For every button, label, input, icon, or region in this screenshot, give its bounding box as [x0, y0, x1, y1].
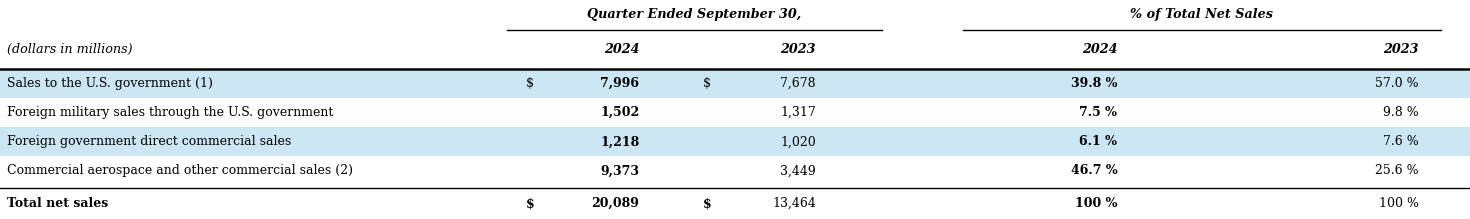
Text: $: $: [526, 77, 534, 90]
Text: 1,502: 1,502: [600, 106, 639, 119]
Text: 9.8 %: 9.8 %: [1383, 106, 1419, 119]
Text: 57.0 %: 57.0 %: [1374, 77, 1419, 90]
Text: 1,218: 1,218: [600, 135, 639, 148]
Text: 1,317: 1,317: [781, 106, 816, 119]
Text: 46.7 %: 46.7 %: [1070, 164, 1117, 177]
Text: 7.6 %: 7.6 %: [1383, 135, 1419, 148]
Text: 100 %: 100 %: [1075, 197, 1117, 210]
Text: 13,464: 13,464: [772, 197, 816, 210]
Text: 2024: 2024: [604, 43, 639, 56]
FancyBboxPatch shape: [0, 127, 1470, 156]
Text: 3,449: 3,449: [781, 164, 816, 177]
Text: Sales to the U.S. government (1): Sales to the U.S. government (1): [7, 77, 213, 90]
Text: Total net sales: Total net sales: [7, 197, 109, 210]
Text: 100 %: 100 %: [1379, 197, 1419, 210]
Text: $: $: [526, 197, 535, 210]
Text: 9,373: 9,373: [600, 164, 639, 177]
Text: 6.1 %: 6.1 %: [1079, 135, 1117, 148]
Text: Commercial aerospace and other commercial sales (2): Commercial aerospace and other commercia…: [7, 164, 353, 177]
Text: (dollars in millions): (dollars in millions): [7, 43, 132, 56]
Text: 2023: 2023: [1383, 43, 1419, 56]
Text: 7,678: 7,678: [781, 77, 816, 90]
Text: 7.5 %: 7.5 %: [1079, 106, 1117, 119]
Text: Quarter Ended September 30,: Quarter Ended September 30,: [588, 8, 801, 21]
Text: Foreign government direct commercial sales: Foreign government direct commercial sal…: [7, 135, 291, 148]
Text: 39.8 %: 39.8 %: [1070, 77, 1117, 90]
Text: 20,089: 20,089: [591, 197, 639, 210]
Text: 7,996: 7,996: [600, 77, 639, 90]
Text: % of Total Net Sales: % of Total Net Sales: [1130, 8, 1273, 21]
Text: $: $: [703, 77, 710, 90]
Text: Foreign military sales through the U.S. government: Foreign military sales through the U.S. …: [7, 106, 334, 119]
FancyBboxPatch shape: [0, 69, 1470, 98]
Text: 1,020: 1,020: [781, 135, 816, 148]
Text: 25.6 %: 25.6 %: [1374, 164, 1419, 177]
Text: $: $: [703, 197, 711, 210]
Text: 2023: 2023: [781, 43, 816, 56]
Text: 2024: 2024: [1082, 43, 1117, 56]
